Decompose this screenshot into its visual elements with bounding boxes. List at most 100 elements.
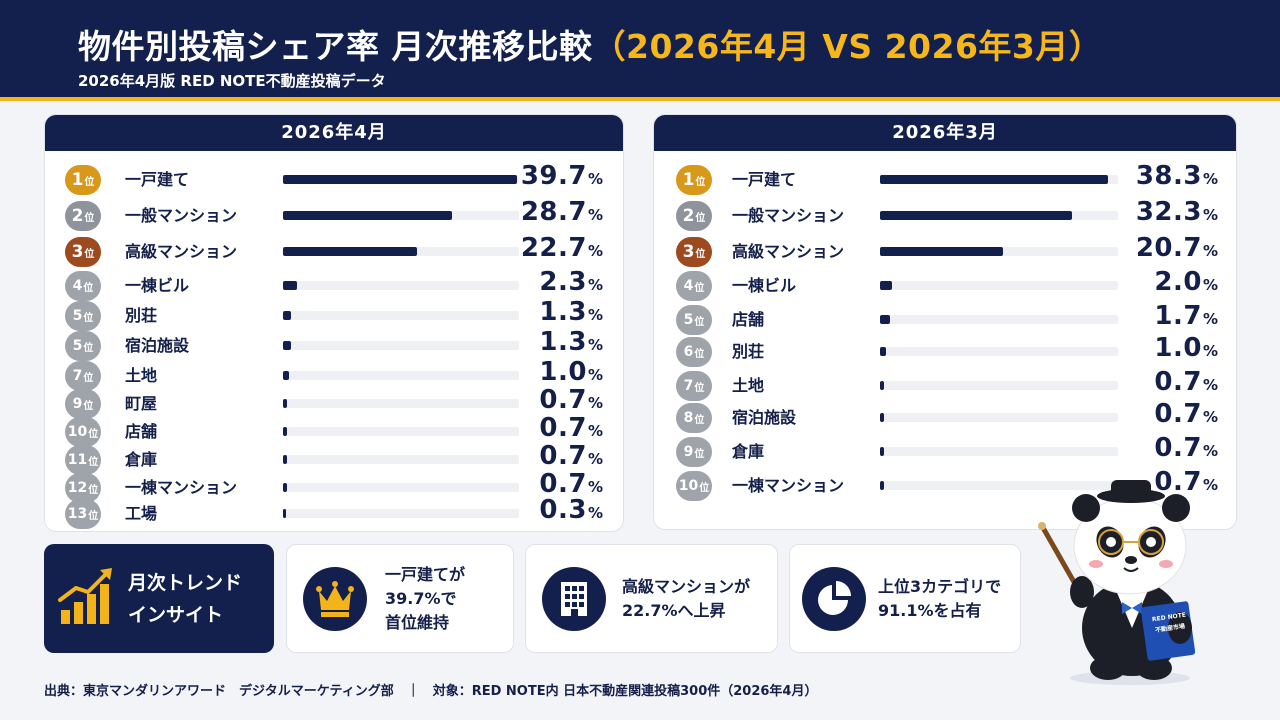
bar-track [880, 481, 1118, 490]
pie-chart-icon [802, 567, 866, 631]
value-number: 2.3 [539, 267, 587, 297]
value-label: 0.7% [539, 413, 603, 443]
insight-line: 39.7%で [385, 589, 457, 608]
rank-unit: 位 [84, 248, 95, 260]
rank-unit: 位 [83, 342, 94, 354]
value-label: 0.7% [539, 469, 603, 499]
rank-unit: 位 [694, 316, 705, 328]
category-label: 一棟ビル [732, 276, 797, 295]
value-unit: % [587, 336, 603, 354]
category-label: 一般マンション [732, 206, 845, 225]
bar-track [880, 247, 1118, 256]
bar [283, 281, 297, 290]
value-unit: % [587, 450, 603, 468]
insight-card-top-rank: 一戸建てが 39.7%で 首位維持 [286, 544, 514, 653]
ranking-row: 12 位 一棟マンション 0.7% [45, 469, 623, 503]
ranking-panel-march: 2026年3月 1 位一戸建て 38.3% 2 位一般マンション 32.3% 3 位高級マンシ… [653, 114, 1237, 530]
ranking-row: 1 位 一戸建て 39.7% [45, 161, 623, 195]
category-label: 宿泊施設 [732, 408, 797, 427]
rank-badge: 10 位 [676, 471, 712, 501]
rank-number: 12 [67, 480, 88, 496]
bar [283, 247, 417, 256]
rank-number: 5 [72, 308, 83, 324]
insight-text-top-rank: 一戸建てが 39.7%で 首位維持 [385, 563, 465, 635]
value-label: 0.7% [1154, 399, 1218, 429]
title-compare: （2026年4月 VS 2026年3月） [592, 27, 1103, 66]
rank-number: 4 [72, 278, 83, 294]
value-number: 20.7 [1135, 233, 1202, 263]
value-unit: % [587, 478, 603, 496]
value-unit: % [1202, 206, 1218, 224]
ranking-row: 5 位 別荘 1.3% [45, 297, 623, 331]
value-number: 1.0 [539, 357, 587, 387]
bar [880, 247, 1004, 256]
bar [283, 427, 288, 436]
bar-track [283, 427, 519, 436]
trend-line-1: 月次トレンド [128, 572, 243, 594]
page-title: 物件別投稿シェア率 月次推移比較（2026年4月 VS 2026年3月） [78, 20, 1102, 68]
bar-track [880, 281, 1118, 290]
header-accent-line [0, 97, 1280, 101]
value-unit: % [587, 366, 603, 384]
value-number: 32.3 [1135, 197, 1202, 227]
value-number: 0.7 [1154, 399, 1202, 429]
value-number: 1.3 [539, 327, 587, 357]
category-label: 工場 [125, 504, 158, 523]
category-label: 倉庫 [732, 442, 765, 461]
category-label: 土地 [732, 376, 765, 395]
bar [880, 347, 886, 356]
category-label: 一般マンション [125, 206, 238, 225]
category-label: 町屋 [125, 394, 158, 413]
value-unit: % [587, 504, 603, 522]
value-number: 0.7 [539, 469, 587, 499]
value-label: 0.7% [539, 441, 603, 471]
value-unit: % [587, 242, 603, 260]
trend-line-2: インサイト [128, 604, 224, 626]
ranking-row: 10 位 一棟マンション 0.7% [654, 467, 1236, 501]
value-number: 0.7 [539, 441, 587, 471]
rank-unit: 位 [699, 482, 710, 494]
rank-unit: 位 [83, 312, 94, 324]
ranking-row: 7 位 土地 1.0% [45, 357, 623, 391]
rank-badge: 11 位 [65, 445, 101, 475]
value-unit: % [587, 206, 603, 224]
bar [283, 371, 289, 380]
rank-badge: 10 位 [65, 417, 101, 447]
value-unit: % [1202, 476, 1218, 494]
rank-unit: 位 [694, 382, 705, 394]
bar [283, 455, 288, 464]
rank-number: 7 [72, 368, 83, 384]
bar-track [880, 347, 1118, 356]
bar [880, 175, 1108, 184]
value-number: 39.7 [520, 161, 587, 191]
insight-text-luxury: 高級マンションが 22.7%へ上昇 [622, 575, 750, 623]
rank-badge: 13 位 [65, 499, 101, 529]
value-unit: % [1202, 376, 1218, 394]
value-unit: % [1202, 442, 1218, 460]
bar-track [880, 315, 1118, 324]
bar-track [880, 211, 1118, 220]
rank-unit: 位 [83, 400, 94, 412]
value-unit: % [587, 170, 603, 188]
bar [880, 315, 891, 324]
bar-track [283, 341, 519, 350]
bar [283, 399, 288, 408]
value-unit: % [587, 276, 603, 294]
value-number: 1.3 [539, 297, 587, 327]
category-label: 一棟マンション [125, 478, 238, 497]
rank-unit: 位 [695, 176, 706, 188]
insight-line: 一戸建てが [385, 565, 466, 584]
ranking-panel-april: 2026年4月 1 位一戸建て 39.7% 2 位一般マンション 28.7% 3 位高級マンシ… [44, 114, 624, 532]
page-subtitle: 2026年4月版 RED NOTE不動産投稿データ [78, 72, 386, 90]
rank-number: 10 [678, 478, 699, 494]
bar-track [283, 175, 519, 184]
